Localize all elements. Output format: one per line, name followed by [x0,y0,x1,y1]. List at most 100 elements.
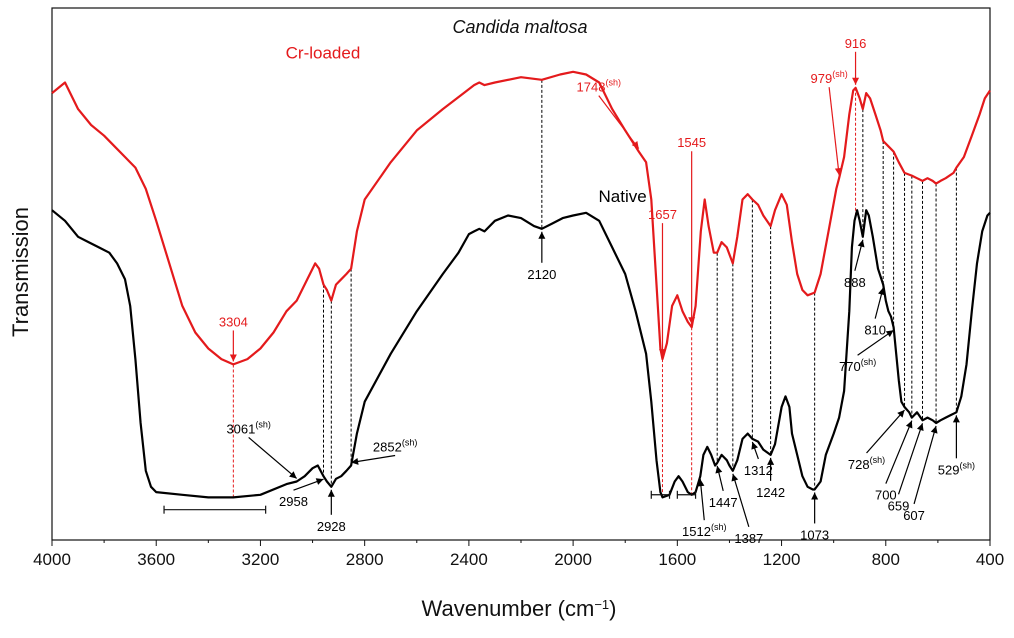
annotation-arrow [351,454,396,464]
annotation-value: 1657 [648,207,677,222]
annotation: 659 [888,423,924,513]
guide-lines [232,79,957,498]
x-tick-label: 3600 [137,550,175,569]
annotation: 2928 [317,489,346,534]
annotation-value: 2958 [279,494,308,509]
annotation-arrowhead [767,457,775,465]
x-tick-label: 1200 [763,550,801,569]
annotation-value: 1242 [756,485,785,500]
annotation-label: 700 [875,488,897,503]
annotation-value: 1312 [744,463,773,478]
annotation-label: 659 [888,498,910,513]
x-tick-label: 2000 [554,550,592,569]
annotation-arrowhead [811,492,819,500]
annotation: 1748(sh) [577,78,640,150]
annotation-label: 1748(sh) [577,78,621,95]
x-tick-label: 3200 [242,550,280,569]
annotation-value: 916 [845,36,867,51]
annotation-label: 1312 [744,463,773,478]
annotation-sup: (sh) [959,460,975,470]
x-tick-label: 400 [976,550,1004,569]
annotation-value: 888 [844,275,866,290]
x-tick-label: 800 [872,550,900,569]
annotation: 1545 [677,135,706,325]
annotations: 33041748(sh)16571545979(sh)9163061(sh)29… [219,36,975,546]
annotation-label: 728(sh) [848,455,885,472]
annotation-arrow [732,473,750,528]
annotation: 2120 [527,231,556,282]
annotation-value: 810 [864,323,886,338]
annotation: 700 [875,420,913,503]
annotation-label: 810 [864,323,886,338]
native-series [51,209,991,499]
annotation-value: 2120 [527,267,556,282]
annotation-arrowhead [351,457,359,465]
annotation-arrow [866,409,905,454]
annotation-label: 2928 [317,519,346,534]
annotation-value: 1073 [800,527,829,542]
x-axis-title-sup: −1 [594,597,609,612]
annotation-arrow [897,423,924,495]
annotation-value: 979 [811,71,833,86]
annotation-arrowhead [930,425,938,434]
annotation-value: 3061 [226,421,255,436]
x-axis-title-text: Wavenumber (cm [422,596,595,621]
annotation-arrowhead [658,349,666,357]
annotation-arrow [857,329,894,356]
annotation-sup: (sh) [255,419,271,429]
annotation-label: 2852(sh) [373,438,417,455]
annotation-label: 916 [845,36,867,51]
annotation: 1387 [731,473,763,546]
annotation-arrowhead [834,167,842,176]
annotation: 888 [844,239,866,290]
annotation-value: 529 [938,462,960,477]
annotation-label: 3304 [219,314,248,329]
annotation-arrow [248,437,298,479]
annotation: 1447 [709,465,738,510]
annotation-arrow [885,420,913,484]
annotation-label: 2958 [279,494,308,509]
annotation-arrowhead [751,441,759,450]
annotation-arrow [913,425,937,505]
y-axis-title: Transmission [8,207,33,337]
annotation-label: 1387 [734,531,763,546]
annotation: 728(sh) [848,409,905,472]
annotation-arrowhead [631,140,639,149]
annotation-arrowhead [229,354,237,362]
x-axis: 4000 3600 3200 2800 2400 2000 1600 1200 800 400 [33,540,1004,569]
annotation-arrowhead [952,415,960,423]
annotation-sup: (sh) [402,438,418,448]
x-tick-label: 1600 [658,550,696,569]
annotation-arrowhead [688,317,696,325]
chart-title: Candida maltosa [452,17,587,37]
annotation-value: 2852 [373,440,402,455]
annotation-arrowhead [697,479,705,487]
annotation-label: 607 [903,508,925,523]
annotation-arrowhead [905,420,913,429]
annotation-label: 3061(sh) [226,419,270,436]
annotation-label: 1545 [677,135,706,150]
annotation: 529(sh) [938,415,975,477]
annotation-value: 1545 [677,135,706,150]
annotation-arrowhead [916,423,924,432]
annotation-arrow [598,95,640,150]
cr-loaded-label: Cr-loaded [286,44,361,63]
annotation-arrowhead [857,239,865,248]
x-tick-label: 2800 [346,550,384,569]
annotation-value: 728 [848,457,870,472]
annotation: 607 [903,425,938,523]
x-axis-title: Wavenumber (cm−1) [422,596,617,621]
annotation-arrowhead [327,489,335,497]
annotation-arrowhead [897,410,905,418]
annotation: 2852(sh) [351,438,417,465]
annotation: 3304 [219,314,248,362]
annotation-arrowhead [315,478,324,485]
annotation-sup: (sh) [870,455,886,465]
annotation-label: 979(sh) [811,69,848,86]
annotation-label: 1242 [756,485,785,500]
annotation-label: 529(sh) [938,460,975,477]
annotation-value: 2928 [317,519,346,534]
annotation: 979(sh) [811,69,848,176]
annotation: 810 [864,287,886,338]
